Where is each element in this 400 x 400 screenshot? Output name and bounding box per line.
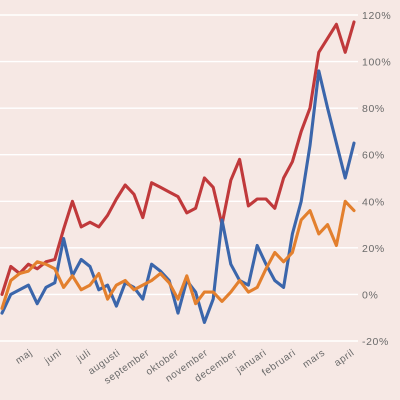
y-tick-label: 120%	[362, 10, 391, 22]
y-axis-tick-labels: -20% 0% 20% 40% 60% 80% 100% 120%	[362, 10, 391, 348]
x-tick-label: juli	[74, 347, 93, 365]
y-tick-label: 100%	[362, 57, 391, 69]
x-tick-label: maj	[14, 347, 35, 366]
series-line-3	[0, 199, 356, 310]
y-tick-label: 40%	[362, 196, 385, 208]
y-tick-label: 0%	[362, 289, 378, 301]
y-tick-label: 60%	[362, 150, 385, 162]
x-axis-tick-labels: maj juni juliaugustiseptemberoktobernovemb…	[14, 347, 357, 386]
x-tick-label: april	[332, 347, 356, 369]
y-tick-label: 20%	[362, 243, 385, 255]
data-series	[0, 20, 356, 324]
x-tick-label: mars	[301, 347, 327, 370]
y-tick-label: 80%	[362, 103, 385, 115]
x-tick-label: juni	[42, 347, 64, 367]
y-tick-label: -20%	[362, 336, 389, 348]
series-line-1	[0, 20, 356, 296]
series-line-2	[0, 69, 356, 324]
